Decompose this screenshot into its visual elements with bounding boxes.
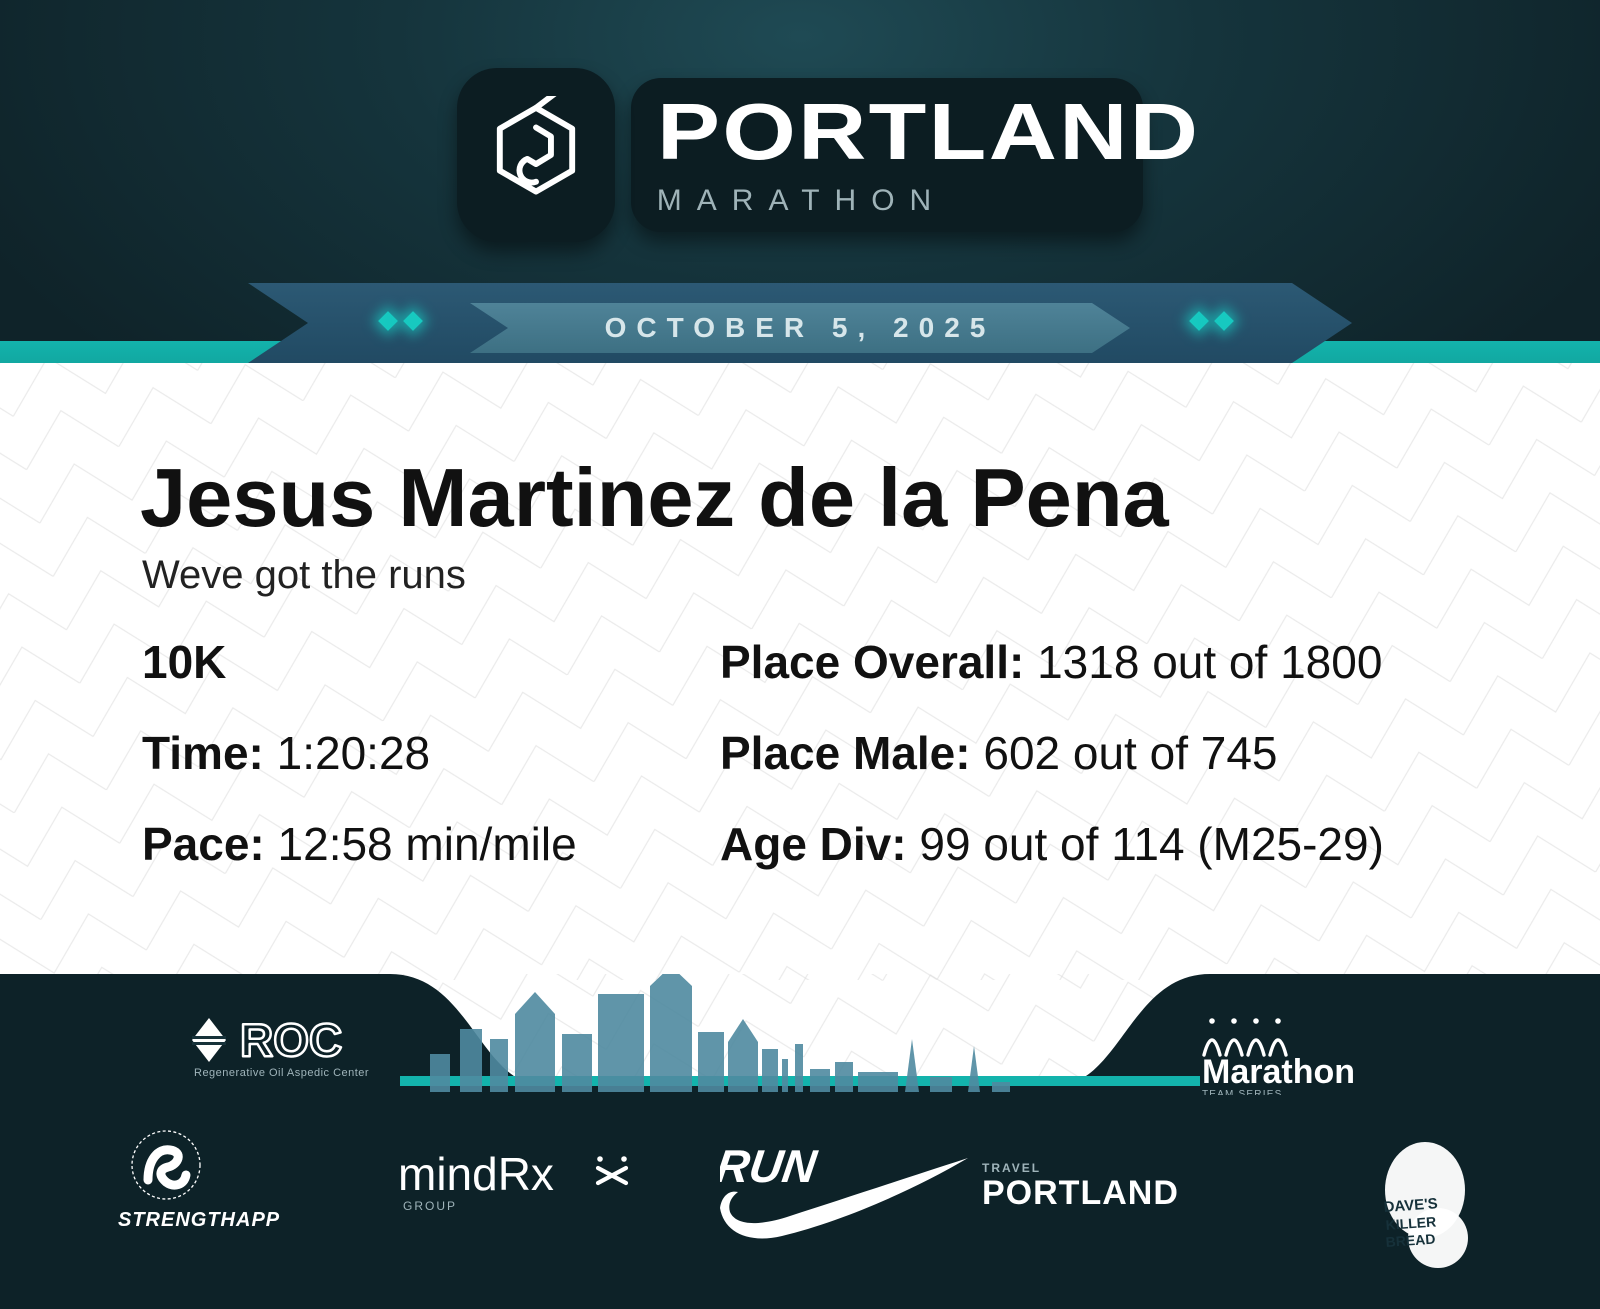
- svg-text:TRAVEL: TRAVEL: [982, 1161, 1041, 1175]
- svg-text:ROC: ROC: [240, 1014, 342, 1066]
- svg-text:STRENGTHAPP: STRENGTHAPP: [118, 1209, 280, 1231]
- svg-text:TEAM SERIES: TEAM SERIES: [1202, 1089, 1282, 1095]
- svg-text:Regenerative Oil Aspedic Cente: Regenerative Oil Aspedic Center: [194, 1067, 369, 1079]
- svg-text:PORTLAND: PORTLAND: [982, 1174, 1179, 1212]
- svg-text:Marathon: Marathon: [1202, 1053, 1355, 1091]
- svg-text:RUN: RUN: [720, 1140, 821, 1192]
- svg-text:mindRx: mindRx: [398, 1148, 554, 1200]
- svg-text:GROUP: GROUP: [403, 1199, 457, 1213]
